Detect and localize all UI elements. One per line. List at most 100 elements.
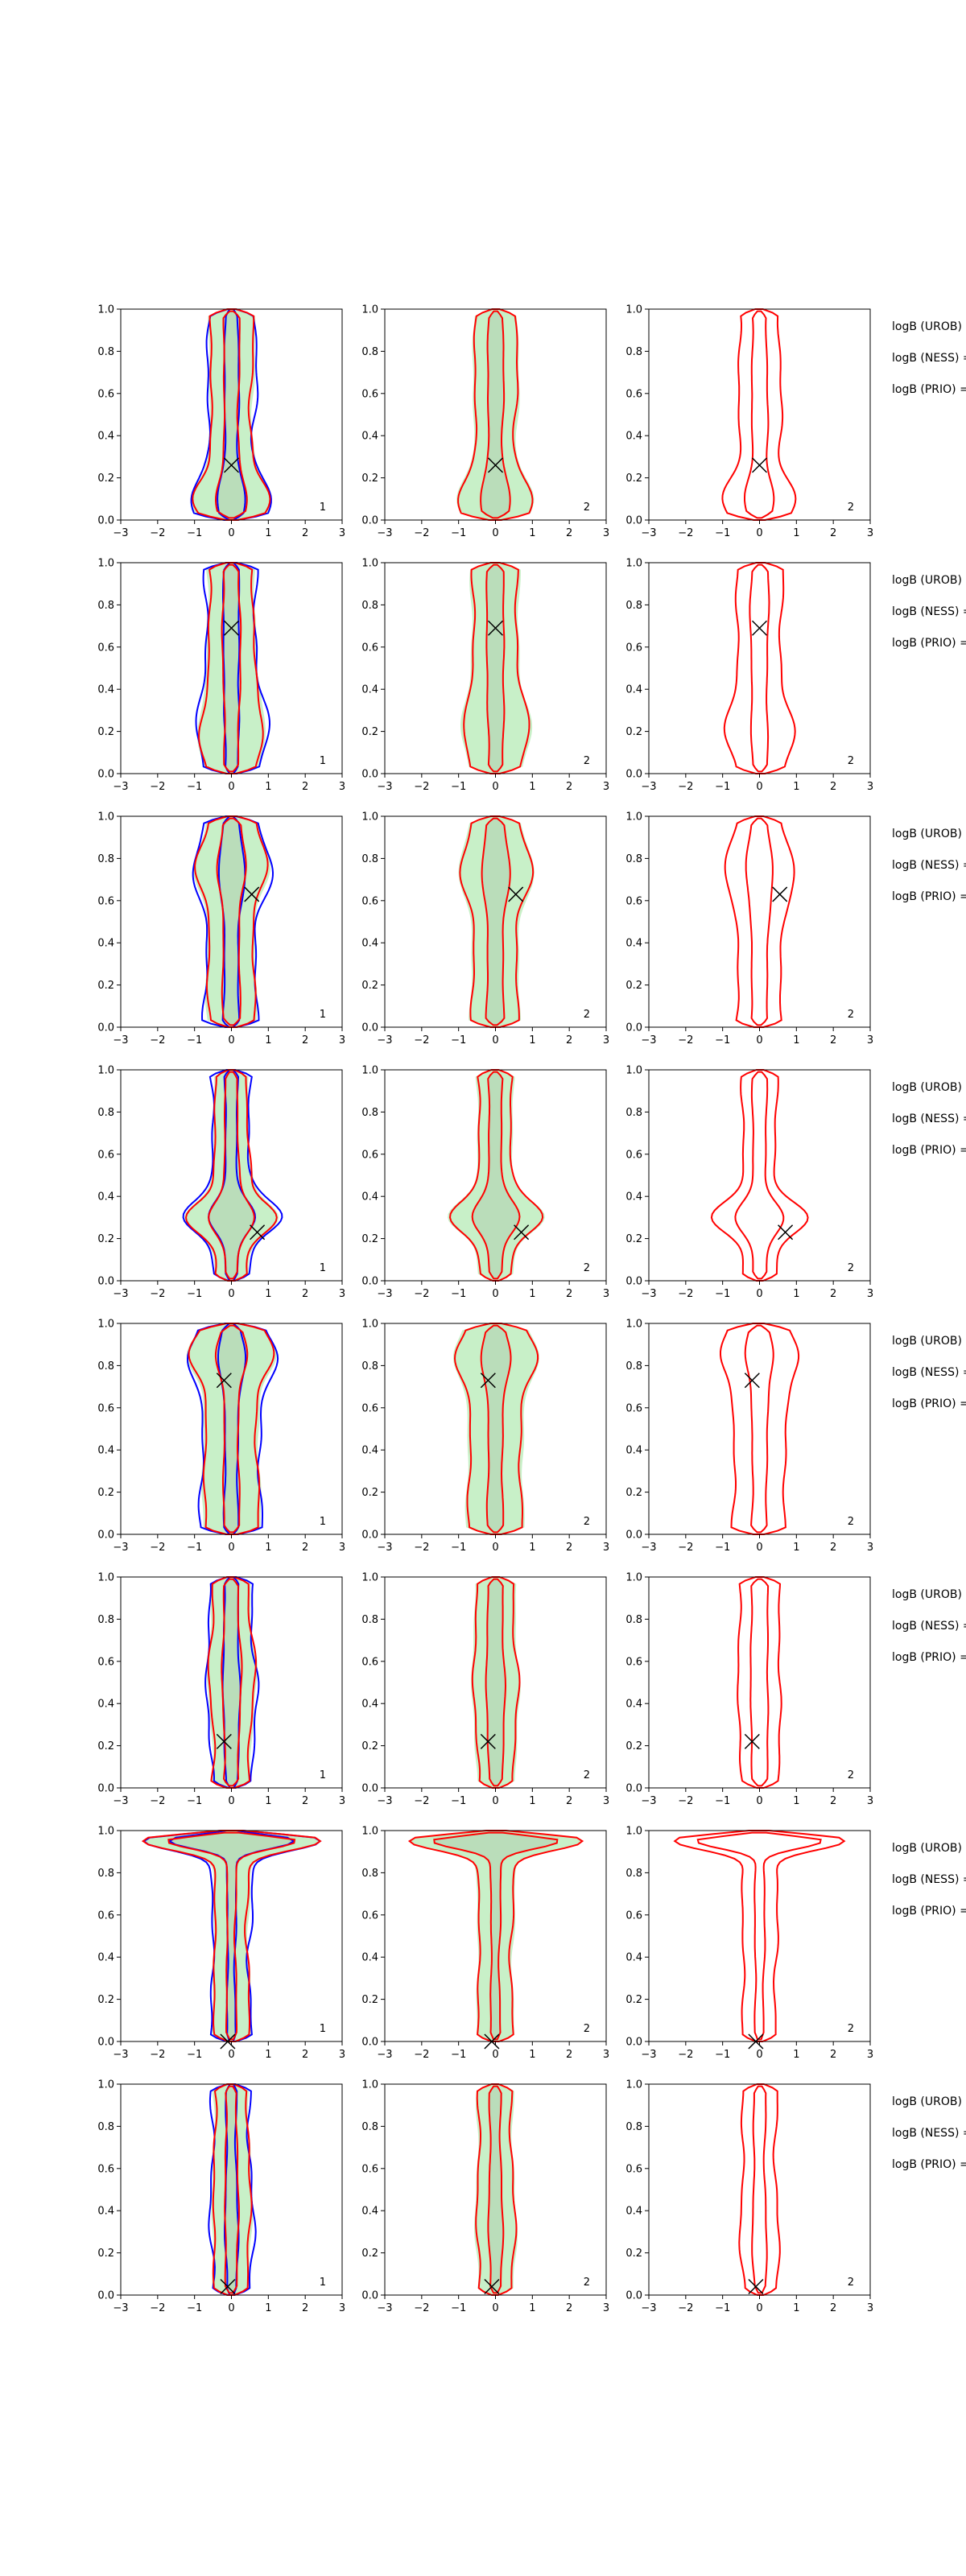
y-tick-label: 0.4	[625, 1699, 642, 1711]
y-tick-label: 1.0	[97, 1572, 114, 1584]
panel-3-2: −3 −2 −1 0 1 2 3 0.0 0.2 0.4 0.6 0.8 1.0 2	[361, 811, 609, 1047]
contour-red-inner	[749, 1578, 770, 1787]
y-tick-label: 1.0	[361, 558, 378, 570]
y-tick-label: 0.6	[361, 2163, 378, 2175]
contour-red-inner	[216, 817, 247, 1026]
x-tick-label: 1	[265, 1034, 271, 1046]
x-tick-label: 0	[228, 781, 234, 793]
x-tick-label: −1	[187, 1288, 202, 1300]
x-tick-label: 3	[867, 527, 873, 539]
x-tick-label: −3	[113, 1542, 128, 1554]
x-tick-label: −3	[377, 781, 392, 793]
density-fill-inner	[216, 1325, 248, 1533]
contour-red-inner	[480, 310, 511, 519]
true-value-marker	[216, 1733, 232, 1749]
y-tick-label: 1.0	[625, 1826, 642, 1838]
density-fill-inner	[168, 1832, 295, 2040]
density-fill-inner	[434, 1832, 557, 2040]
y-tick-label: 0.0	[361, 2290, 378, 2302]
y-tick-label: 0.2	[625, 980, 642, 992]
y-tick-label: 1.0	[97, 1319, 114, 1331]
row-2: −3 −2 −1 0 1 2 3 0.0 0.2 0.4 0.6 0.8 1.0 1 −3 −2 −1 0 1 2 3 0…	[97, 558, 966, 794]
x-tick-label: 1	[529, 1542, 535, 1554]
contour-red-inner	[224, 2085, 240, 2294]
x-tick-label: 2	[302, 781, 308, 793]
x-tick-label: 3	[867, 2049, 873, 2061]
y-tick-label: 0.0	[625, 1022, 642, 1034]
panel-8-3: −3 −2 −1 0 1 2 3 0.0 0.2 0.4 0.6 0.8 1.0 2	[625, 2079, 873, 2315]
y-tick-label: 0.2	[625, 473, 642, 485]
y-tick-label: 1.0	[625, 1319, 642, 1331]
x-tick-label: −2	[150, 1034, 165, 1046]
y-tick-label: 0.0	[625, 1530, 642, 1542]
y-tick-label: 0.4	[361, 938, 378, 950]
x-tick-label: 0	[492, 2302, 498, 2314]
panel-label: 2	[848, 1516, 854, 1528]
side-label: logB (NESS) =	[892, 1620, 966, 1633]
x-tick-label: 2	[566, 2302, 572, 2314]
x-tick-label: 2	[302, 1795, 308, 1807]
y-tick-label: 0.8	[625, 2121, 642, 2133]
density-fill-inner	[481, 1325, 510, 1533]
x-tick-label: 1	[265, 527, 271, 539]
axes-frame	[648, 1323, 871, 1535]
panel-label: 1	[320, 1516, 326, 1528]
y-tick-label: 0.6	[625, 1149, 642, 1161]
panel-label: 1	[320, 1009, 326, 1021]
true-value-marker	[250, 1224, 266, 1241]
y-tick-label: 1.0	[361, 1826, 378, 1838]
x-tick-label: −2	[414, 2049, 429, 2061]
y-tick-label: 1.0	[361, 811, 378, 824]
x-tick-label: −2	[414, 1034, 429, 1046]
contour-red-inner	[471, 1071, 521, 1280]
y-tick-label: 0.4	[625, 2206, 642, 2218]
y-tick-label: 0.6	[97, 1656, 114, 1668]
y-tick-label: 0.4	[97, 938, 114, 950]
row-4: −3 −2 −1 0 1 2 3 0.0 0.2 0.4 0.6 0.8 1.0 1 −3 −2 −1 0 1 2 3 0…	[97, 1065, 966, 1301]
true-value-marker	[244, 886, 260, 902]
x-tick-label: 2	[566, 1542, 572, 1554]
x-tick-label: −1	[187, 1542, 202, 1554]
y-tick-label: 0.0	[361, 2037, 378, 2049]
panel-7-1: −3 −2 −1 0 1 2 3 0.0 0.2 0.4 0.6 0.8 1.0 1	[97, 1826, 345, 2062]
x-tick-label: −3	[113, 781, 128, 793]
y-tick-label: 0.0	[97, 515, 114, 527]
contour-red-outer	[724, 815, 795, 1028]
y-tick-label: 0.2	[625, 726, 642, 738]
x-tick-label: 3	[867, 1034, 873, 1046]
density-fill-inner	[208, 1071, 255, 1279]
x-tick-label: 1	[529, 1288, 535, 1300]
side-label: logB (UROB) =	[892, 574, 966, 587]
x-tick-label: −3	[113, 1034, 128, 1046]
y-tick-label: 0.2	[361, 1994, 378, 2006]
panel-2-3: −3 −2 −1 0 1 2 3 0.0 0.2 0.4 0.6 0.8 1.0 2	[625, 558, 873, 794]
x-tick-label: 1	[529, 781, 535, 793]
x-tick-label: 3	[603, 1542, 609, 1554]
x-tick-label: −3	[377, 1288, 392, 1300]
y-tick-label: 0.8	[361, 1614, 378, 1626]
y-tick-label: 0.6	[361, 388, 378, 400]
contour-red-outer	[723, 562, 796, 774]
x-tick-label: 0	[492, 1034, 498, 1046]
y-tick-label: 0.6	[625, 2163, 642, 2175]
y-tick-label: 1.0	[361, 1572, 378, 1584]
x-tick-label: −2	[150, 2049, 165, 2061]
side-label: logB (NESS) =	[892, 1366, 966, 1379]
y-tick-label: 0.0	[97, 769, 114, 781]
x-tick-label: −2	[150, 1288, 165, 1300]
side-label: logB (NESS) =	[892, 352, 966, 365]
x-tick-label: 1	[265, 1795, 271, 1807]
x-tick-label: 0	[756, 1034, 762, 1046]
true-value-marker	[748, 2033, 764, 2050]
x-tick-label: −1	[715, 527, 730, 539]
x-tick-label: 3	[603, 2302, 609, 2314]
y-tick-label: 0.8	[97, 2121, 114, 2133]
y-tick-label: 0.8	[97, 1107, 114, 1119]
density-fill-inner	[485, 564, 505, 772]
x-tick-label: −3	[377, 1542, 392, 1554]
x-tick-label: −2	[414, 1542, 429, 1554]
y-tick-label: 0.6	[625, 388, 642, 400]
panel-label: 1	[320, 1262, 326, 1274]
x-tick-label: −1	[715, 1288, 730, 1300]
contour-red-outer	[720, 1323, 800, 1535]
